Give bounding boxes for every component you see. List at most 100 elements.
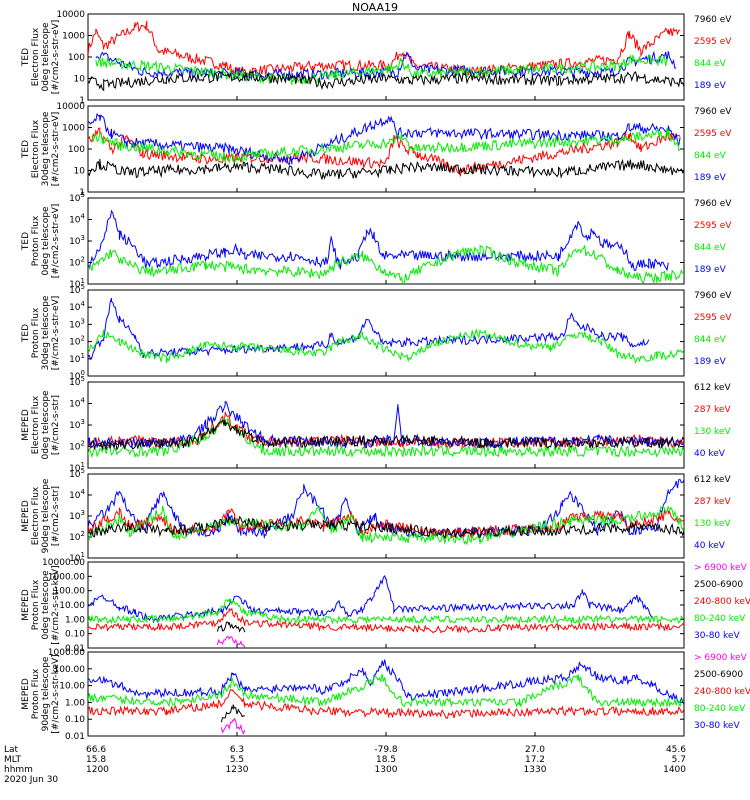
legend-entry: > 6900 keV: [694, 653, 748, 663]
legend-entry: 40 keV: [694, 541, 726, 551]
series-green: [88, 328, 684, 364]
legend-entry: 30-80 keV: [694, 631, 740, 641]
series-group: [88, 659, 684, 735]
y-tick-label: 104: [69, 300, 85, 313]
y-tick-label: 1000: [62, 32, 85, 42]
y-axis-label: MEPEDElectron Flux90deg telescope[#/cm2-…: [21, 478, 61, 553]
y-axis-label: MEPEDProton Flux0deg telescope[#/cm2-s-s…: [21, 565, 61, 644]
y-tick-label: 10.00: [59, 682, 85, 692]
ephemeris-mlt-value: 5.7: [672, 755, 686, 765]
legend-entry: 612 keV: [694, 475, 731, 485]
ephemeris-mlt-value: 18.5: [376, 755, 396, 765]
legend-entry: 189 eV: [694, 81, 727, 91]
y-axis-label-line: 0deg telescope: [41, 22, 51, 92]
y-tick-label: 100: [68, 145, 85, 155]
y-tick-label: 103: [69, 418, 85, 431]
y-axis-label-line: 90deg telescope: [41, 478, 51, 553]
legend-entry: > 6900 keV: [694, 563, 748, 573]
series-magenta: [220, 717, 246, 735]
legend-entry: 2595 eV: [694, 221, 732, 231]
legend-entry: 80-240 keV: [694, 614, 746, 624]
series-blue: [88, 659, 684, 705]
legend-entry: 2500-6900: [694, 580, 743, 590]
y-tick-label: 10000.00: [42, 558, 85, 568]
y-tick-label: 104: [69, 397, 85, 410]
y-axis-label-line: MEPED: [21, 500, 31, 532]
series-blue: [88, 112, 681, 166]
legend-entry: 844 eV: [694, 151, 727, 161]
y-tick-label: 10: [74, 75, 86, 85]
legend-entry: 189 eV: [694, 173, 727, 183]
y-axis-label-line: [#/cm2-s-str]: [51, 395, 61, 455]
ephemeris-date: 2020 Jun 30: [4, 775, 58, 785]
y-tick-label: 0.10: [65, 630, 85, 640]
legend-entry: 7960 eV: [694, 107, 732, 117]
y-axis-label: MEPEDProton Flux90deg telescope[#/cm2-s-…: [21, 654, 61, 733]
y-axis-label: TEDElectron Flux0deg telescope[#/cm2-s-s…: [21, 20, 61, 95]
series-red: [88, 607, 684, 634]
y-axis-label-line: [#/cm2-s-str-keV]: [51, 565, 61, 644]
y-tick-label: 102: [69, 440, 85, 453]
series-red: [88, 688, 684, 719]
panel-7: 0.010.101.0010.00100.001000.0010000.00ME…: [21, 558, 750, 654]
y-tick-label: 0.10: [65, 715, 85, 725]
y-axis-label-line: [#/cm2-s-str-eV]: [51, 20, 61, 95]
series-group: [88, 575, 684, 648]
y-axis-label-line: Proton Flux: [31, 215, 41, 266]
series-black: [88, 419, 684, 451]
y-axis-label-line: 0deg telescope: [41, 206, 51, 276]
y-tick-label: 104: [69, 488, 85, 501]
legend-entry: 240-800 keV: [694, 597, 750, 607]
legend-entry: 7960 eV: [694, 199, 732, 209]
series-green: [91, 127, 681, 164]
y-axis-label-line: Electron Flux: [31, 395, 41, 454]
ephemeris-lat-value: 6.3: [230, 745, 244, 755]
y-axis-label: TEDElectron Flux30deg telescope[#/cm2-s-…: [21, 111, 61, 186]
series-green: [88, 597, 684, 625]
y-tick-label: 100.00: [54, 665, 86, 675]
y-tick-label: 1000.00: [48, 572, 85, 582]
y-tick-label: 101: [69, 352, 85, 365]
legend-entry: 7960 eV: [694, 15, 732, 25]
legend-entry: 189 eV: [694, 265, 727, 275]
series-group: [88, 401, 684, 459]
y-tick-label: 0.01: [65, 644, 85, 654]
y-tick-label: 10: [74, 167, 86, 177]
series-black: [220, 704, 245, 723]
series-red: [88, 127, 681, 178]
y-axis-label-line: [#/cm2-s-str]: [51, 486, 61, 546]
series-black: [88, 158, 684, 180]
legend-entry: 30-80 keV: [694, 721, 740, 731]
ephemeris-mlt-value: 5.5: [230, 755, 244, 765]
y-axis-label-line: MEPED: [21, 589, 31, 621]
series-group: [88, 478, 684, 546]
y-axis-label-line: [#/cm2-s-str-keV]: [51, 654, 61, 733]
legend-entry: 2595 eV: [694, 129, 732, 139]
ephemeris-lat-value: 45.6: [666, 745, 686, 755]
y-tick-label: 1: [79, 188, 85, 198]
y-axis-label: MEPEDElectron Flux0deg telescope[#/cm2-s…: [21, 390, 61, 460]
y-axis-label-line: Electron Flux: [31, 486, 41, 545]
y-tick-label: 103: [69, 234, 85, 247]
y-tick-label: 104: [69, 213, 85, 226]
y-axis-label-line: TED: [21, 140, 31, 159]
y-axis-label-line: 0deg telescope: [41, 570, 51, 640]
chart-title: NOAA19: [351, 1, 399, 14]
series-group: [88, 209, 684, 284]
ephemeris-label-hhmm: hhmm: [4, 765, 33, 775]
y-axis-label-line: 90deg telescope: [41, 656, 51, 731]
y-tick-label: 105: [69, 191, 85, 204]
y-tick-label: 102: [69, 335, 85, 348]
legend-entry: 240-800 keV: [694, 687, 750, 697]
series-red: [88, 20, 681, 78]
y-axis-label-line: 30deg telescope: [41, 295, 51, 370]
panel-8: 0.010.101.0010.00100.001000.00MEPEDProto…: [21, 648, 750, 742]
legend-entry: 844 eV: [694, 243, 727, 253]
